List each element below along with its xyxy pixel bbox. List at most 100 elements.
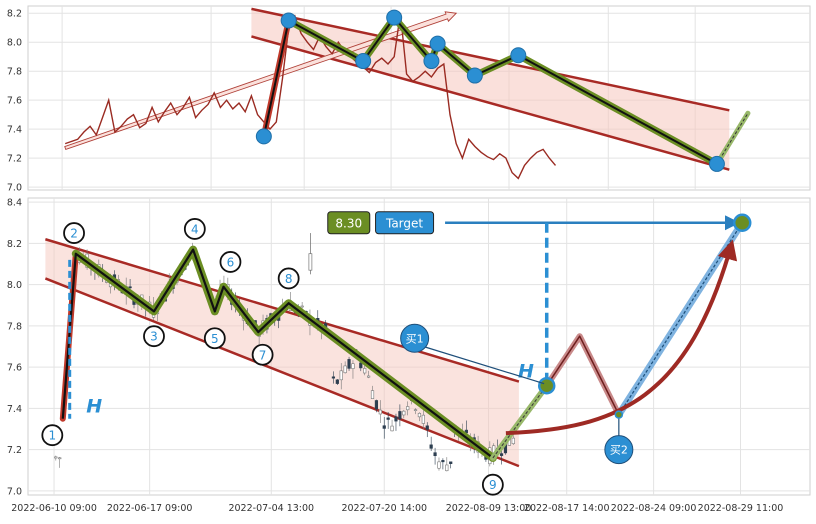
candle-body xyxy=(441,460,445,463)
wave-label: 3 xyxy=(150,330,158,344)
target-price-box xyxy=(327,211,371,235)
top-y-tick-label: 7.8 xyxy=(7,67,22,78)
candle-body xyxy=(421,414,425,424)
buy-point-2-marker xyxy=(614,410,624,419)
bottom-channel-lower xyxy=(44,277,520,468)
x-tick-label: 2022-08-17 14:00 xyxy=(524,503,610,514)
top-wave-point xyxy=(280,12,297,29)
candle-body xyxy=(433,452,437,457)
candle-body xyxy=(370,390,375,399)
buy-1-bubble xyxy=(400,323,430,353)
wave-label-circle xyxy=(251,343,274,366)
candle-body xyxy=(331,376,336,379)
candle-body xyxy=(394,416,398,422)
top-y-tick-label: 7.4 xyxy=(7,125,22,136)
wave-label: 9 xyxy=(489,478,497,492)
candle-body xyxy=(347,359,351,369)
buy-1-pointer xyxy=(422,345,545,385)
candle-body xyxy=(402,410,406,416)
bottom-wave-inner xyxy=(61,248,494,459)
top-wave-point xyxy=(255,128,272,145)
target-price-value: 8.30 xyxy=(335,216,362,230)
top-projection-outer xyxy=(714,110,751,167)
candle-body xyxy=(128,286,132,289)
buy-2-label: 买2 xyxy=(610,444,628,457)
wave-label: 1 xyxy=(49,429,57,443)
bottom-y-tick-label: 7.0 xyxy=(7,486,22,497)
candle-body xyxy=(398,411,402,420)
x-tick-label: 2022-06-10 09:00 xyxy=(11,503,97,514)
wave-label-circle xyxy=(277,267,300,290)
candle-body xyxy=(58,457,62,460)
top-channel-upper xyxy=(251,7,730,112)
top-y-tick-label: 7.2 xyxy=(7,154,22,165)
bottom-zigzag-inner xyxy=(546,335,620,415)
top-y-tick-label: 7.0 xyxy=(7,183,22,194)
x-tick-label: 2022-08-24 09:00 xyxy=(611,503,697,514)
top-wave-point xyxy=(423,53,440,70)
candle-body xyxy=(335,379,339,384)
target-point xyxy=(732,213,752,232)
top-wave-point xyxy=(355,53,372,70)
candle-body xyxy=(378,409,382,415)
candle-body xyxy=(300,305,304,308)
bottom-y-tick-label: 7.2 xyxy=(7,445,22,456)
top-wave-point xyxy=(429,35,446,52)
candle-spike-body xyxy=(308,253,313,271)
top-panel-frame xyxy=(27,5,811,191)
bottom-y-tick-label: 7.8 xyxy=(7,321,22,332)
wave-label: 2 xyxy=(70,227,78,241)
wave-label-circle xyxy=(41,424,64,447)
candle-body xyxy=(511,437,515,445)
top-wave-point xyxy=(466,67,483,84)
buy-2-bubble xyxy=(604,435,634,465)
candle-body xyxy=(413,409,418,411)
bottom-y-tick-label: 8.4 xyxy=(7,198,22,209)
candle-body xyxy=(54,456,58,459)
candle-body xyxy=(445,464,449,472)
wave-label-circle xyxy=(143,325,165,348)
x-tick-label: 2022-07-04 13:00 xyxy=(228,503,314,514)
x-tick-label: 2022-08-29 11:00 xyxy=(698,503,784,514)
top-wave-point xyxy=(510,47,527,64)
wave-label: 4 xyxy=(191,222,199,236)
candle-body xyxy=(374,400,379,410)
buy-1-label: 买1 xyxy=(406,332,424,345)
bottom-y-tick-label: 7.6 xyxy=(7,363,22,374)
height-label-right: H xyxy=(518,360,534,382)
candle-body xyxy=(429,444,433,449)
candle-body xyxy=(425,425,429,430)
bottom-y-tick-label: 8.2 xyxy=(7,239,22,250)
top-wave-point xyxy=(708,155,725,172)
wave-label-circle xyxy=(203,327,226,350)
wave-label-circle xyxy=(183,218,206,240)
wave-label: 6 xyxy=(227,255,235,269)
candle-body xyxy=(343,365,347,374)
x-tick-label: 2022-06-17 09:00 xyxy=(107,503,193,514)
target-label-box xyxy=(375,211,435,235)
wave-label: 8 xyxy=(285,272,293,286)
wave-label-circle xyxy=(219,251,242,273)
candle-body xyxy=(390,425,394,432)
wave-label-circle xyxy=(63,222,85,244)
top-y-tick-label: 8.2 xyxy=(7,9,22,20)
candle-body xyxy=(359,362,363,369)
top-y-tick-label: 7.6 xyxy=(7,96,22,107)
candle-body xyxy=(406,406,410,411)
candle-body xyxy=(499,453,504,456)
candle-body xyxy=(382,425,386,429)
candle-body xyxy=(367,375,371,378)
curved-projection-arrow xyxy=(505,239,738,436)
bottom-y-tick-label: 8.0 xyxy=(7,280,22,291)
height-label-left: H xyxy=(86,396,102,418)
candle-body xyxy=(363,368,367,374)
top-y-tick-label: 8.0 xyxy=(7,38,22,49)
bottom-projection-inner xyxy=(492,385,548,459)
candle-body xyxy=(417,412,422,418)
x-tick-label: 2022-07-20 14:00 xyxy=(341,503,427,514)
target-label-text: Target xyxy=(385,216,423,230)
wave-label: 5 xyxy=(211,332,219,346)
top-price-line xyxy=(64,13,557,180)
bottom-y-tick-label: 7.4 xyxy=(7,404,22,415)
